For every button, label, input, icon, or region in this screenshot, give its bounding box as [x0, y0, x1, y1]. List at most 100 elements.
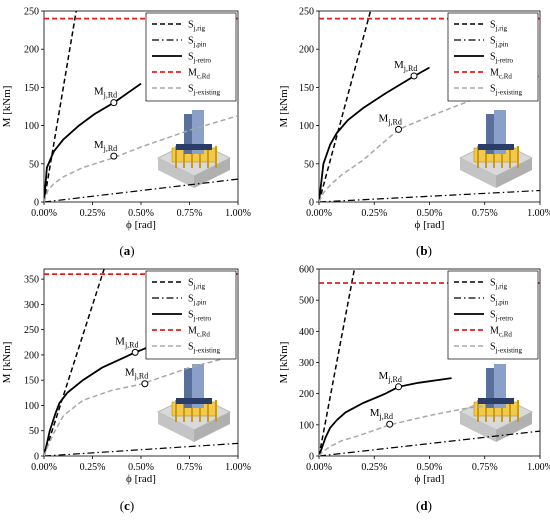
y-tick-label: 600 [299, 265, 314, 276]
legend: Sj,rig Sj,pin Sj-retro Mc,Rd Sj-existing [447, 12, 539, 102]
mjrd-point [110, 152, 118, 160]
y-tick-label: 300 [299, 358, 314, 369]
y-axis-label: M [kNm] [1, 342, 13, 384]
x-tick-label: 0.00% [306, 208, 332, 219]
series-line-sj-existing [44, 354, 238, 456]
series-line-sj-retro [44, 82, 142, 202]
y-tick-label: 500 [299, 296, 314, 307]
x-tick-label: 0.50% [417, 208, 443, 219]
y-tick-label: 250 [299, 7, 314, 18]
x-tick-label: 0.00% [306, 462, 332, 473]
series-line-sj-existing [319, 405, 485, 456]
y-tick-label: 150 [299, 83, 314, 94]
x-tick-label: 0.25% [80, 462, 106, 473]
panel-caption: (b) [416, 243, 432, 258]
mjrd-point-label: Mj,Rd [94, 139, 117, 153]
legend-label-sj-rig: Sj,rig [490, 20, 508, 33]
y-axis-label: M [kNm] [278, 86, 290, 128]
x-tick-label: 0.25% [80, 208, 106, 219]
x-tick-label: 0.00% [31, 462, 57, 473]
connection-model-illustration [458, 110, 534, 188]
x-tick-label: 0.75% [472, 462, 498, 473]
connection-model-illustration [156, 110, 232, 188]
y-tick-label: 200 [24, 45, 39, 56]
x-axis-label: ϕ [rad] [126, 473, 156, 485]
y-tick-label: 50 [29, 426, 39, 437]
y-tick-label: 100 [24, 121, 39, 132]
y-tick-label: 150 [24, 376, 39, 387]
mjrd-point-label: Mj,Rd [379, 370, 402, 384]
series-line-sj-rig [44, 269, 105, 456]
mjrd-point [395, 383, 403, 391]
legend-label-mc-rd: Mc,Rd [188, 68, 210, 81]
x-tick-label: 0.75% [177, 462, 203, 473]
x-tick-label: 0.75% [472, 208, 498, 219]
x-axis-label: ϕ [rad] [415, 219, 445, 231]
y-tick-label: 100 [299, 121, 314, 132]
legend: Sj,rig Sj,pin Sj-retro Mc,Rd Sj-existing [145, 12, 237, 102]
legend-label-sj-pin: Sj,pin [490, 36, 509, 49]
legend-label-sj-existing: Sj-existing [490, 342, 523, 355]
connection-model-illustration [156, 364, 232, 442]
legend-label-mc-rd: Mc,Rd [490, 326, 512, 339]
mjrd-point-label: Mj,Rd [370, 407, 393, 421]
x-tick-label: 0.00% [31, 208, 57, 219]
y-tick-label: 0 [309, 198, 314, 209]
chart-panel-b: Mj,Rd Mj,Rd 0.00% 0.25% 0.50% 0.75% 1.00% 0 50 10… [278, 7, 550, 259]
legend-box [145, 270, 237, 360]
x-tick-label: 1.00% [527, 208, 550, 219]
connection-model-illustration [458, 364, 534, 442]
x-tick-label: 1.00% [225, 462, 251, 473]
chart-panel-d: Mj,Rd Mj,Rd 0.00% 0.25% 0.50% 0.75% 1.00% 0 100 2… [278, 265, 550, 514]
y-tick-label: 400 [299, 327, 314, 338]
legend-label-mc-rd: Mc,Rd [188, 326, 210, 339]
y-tick-label: 50 [29, 159, 39, 170]
series-line-sj-retro [44, 341, 161, 456]
mjrd-point-label: Mj,Rd [94, 86, 117, 100]
y-tick-label: 250 [24, 7, 39, 18]
x-axis-label: ϕ [rad] [126, 219, 156, 231]
y-tick-label: 0 [309, 452, 314, 463]
chart-panel-a: Mj,Rd Mj,Rd 0.00% 0.25% 0.50% 0.75% 1.00% 0 50 10… [1, 7, 251, 259]
y-tick-label: 50 [304, 159, 314, 170]
legend-label-sj-pin: Sj,pin [490, 294, 509, 307]
series-line-sj-pin [44, 442, 238, 456]
mjrd-point [395, 125, 403, 133]
panel-caption: (a) [119, 243, 134, 258]
x-tick-label: 0.75% [177, 208, 203, 219]
mjrd-point-label: Mj,Rd [115, 335, 138, 349]
legend-label-sj-retro: Sj-retro [188, 310, 212, 323]
x-tick-label: 0.25% [361, 462, 387, 473]
y-tick-label: 350 [24, 275, 39, 286]
series-line-sj-rig [319, 269, 356, 456]
panel-caption: (c) [120, 498, 134, 513]
legend: Sj,rig Sj,pin Sj-retro Mc,Rd Sj-existing [145, 270, 237, 360]
mjrd-point [110, 99, 118, 107]
panel-caption: (d) [416, 498, 432, 513]
legend: Sj,rig Sj,pin Sj-retro Mc,Rd Sj-existing [447, 270, 539, 360]
y-tick-label: 200 [24, 350, 39, 361]
x-tick-label: 0.50% [417, 462, 443, 473]
legend-label-sj-pin: Sj,pin [188, 294, 207, 307]
mjrd-point-label: Mj,Rd [394, 59, 417, 73]
y-tick-label: 100 [299, 420, 314, 431]
series-line-sj-pin [319, 189, 540, 202]
legend-box [447, 12, 539, 102]
legend-label-sj-retro: Sj-retro [188, 52, 212, 65]
y-tick-label: 100 [24, 401, 39, 412]
legend-label-mc-rd: Mc,Rd [490, 68, 512, 81]
y-axis-label: M [kNm] [1, 86, 13, 128]
series-line-sj-pin [319, 430, 540, 456]
x-tick-label: 0.25% [361, 208, 387, 219]
mjrd-point-label: Mj,Rd [379, 112, 402, 126]
series-line-sj-retro [319, 66, 430, 202]
legend-label-sj-existing: Sj-existing [188, 342, 221, 355]
legend-box [447, 270, 539, 360]
x-tick-label: 0.50% [128, 208, 154, 219]
mjrd-point [141, 380, 149, 388]
mjrd-point [410, 72, 418, 80]
x-tick-label: 1.00% [527, 462, 550, 473]
legend-label-sj-rig: Sj,rig [188, 278, 206, 291]
y-tick-label: 300 [24, 300, 39, 311]
